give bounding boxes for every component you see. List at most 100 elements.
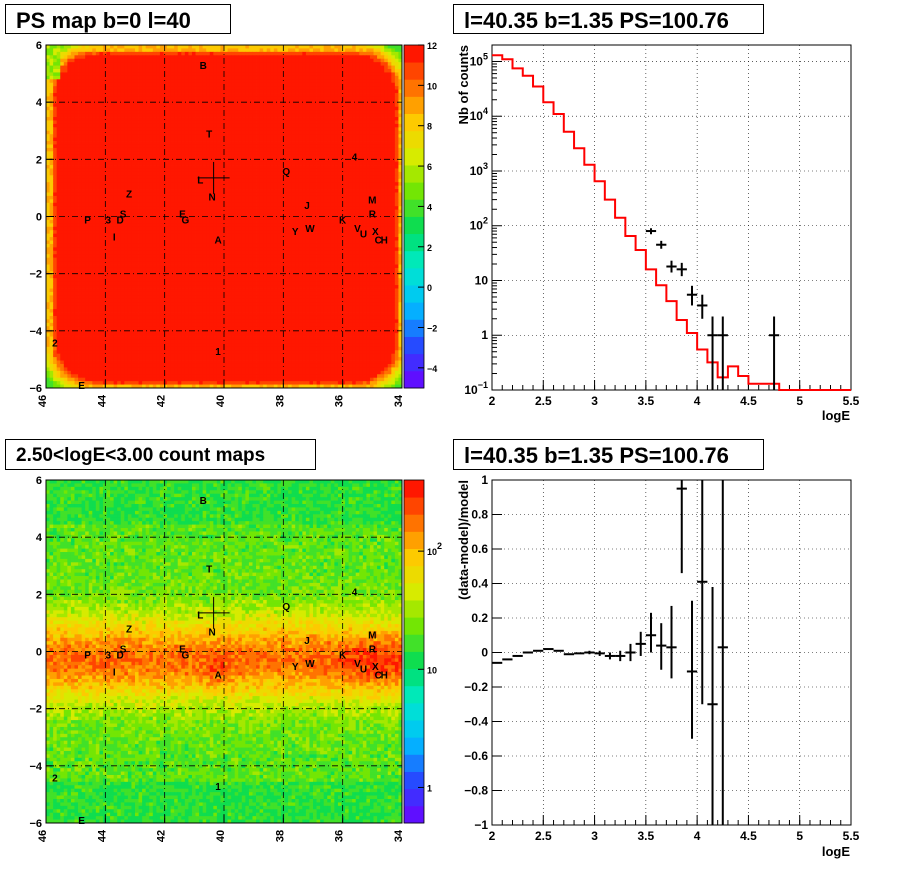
x-tick-label: 3 — [591, 829, 598, 843]
colorbar-band — [404, 302, 424, 320]
colorbar-band — [404, 113, 424, 132]
x-tick-label: 4 — [694, 394, 701, 408]
residual-xlabel: logE — [822, 844, 850, 859]
spectrum-ylabel: Nb of counts — [456, 45, 471, 124]
source-label: 3 — [106, 650, 112, 661]
colorbar-band — [404, 285, 424, 303]
colorbar-band — [404, 702, 424, 721]
source-label: H — [381, 670, 388, 681]
y-tick-label: −2 — [29, 269, 42, 281]
colorbar-band — [404, 617, 424, 635]
colorbar-tick-label: 2 — [427, 243, 432, 253]
colorbar-tick-label: 8 — [427, 122, 432, 132]
x-tick-label: 2 — [489, 394, 496, 408]
colorbar-tick-label: 6 — [427, 162, 432, 172]
y-tick-label: 0 — [481, 646, 488, 660]
source-label: R — [369, 210, 377, 221]
x-tick-label: 42 — [156, 830, 168, 842]
colorbar-band — [404, 497, 424, 515]
x-tick-label: 2.5 — [535, 394, 552, 408]
source-label: H — [381, 235, 388, 246]
source-label: P — [84, 215, 91, 226]
source-label: 2 — [52, 338, 58, 349]
x-tick-label: 38 — [274, 830, 286, 842]
x-tick-label: 40 — [215, 830, 227, 842]
colorbar-band — [404, 565, 424, 584]
source-label: Y — [292, 662, 299, 673]
y-tick-label: 0 — [36, 647, 42, 659]
x-tick-label: 5 — [796, 394, 803, 408]
x-tick-label: 5.5 — [843, 829, 860, 843]
source-label: I — [113, 668, 116, 679]
y-tick-label: −2 — [29, 704, 42, 716]
source-label: S — [120, 210, 127, 221]
y-tick-label: 4 — [36, 97, 43, 109]
colorbar-band — [404, 788, 424, 807]
colorbar-band — [404, 805, 424, 824]
y-tick-label: 4 — [36, 532, 43, 544]
x-tick-label: 36 — [334, 830, 346, 842]
colorbar-band — [404, 668, 424, 687]
source-label: L — [197, 610, 203, 621]
colorbar-band — [404, 45, 424, 63]
source-label: E — [78, 381, 85, 392]
source-label: 2 — [52, 773, 58, 784]
colorbar-tick-label: 12 — [427, 41, 437, 51]
ps-map-colorbar — [403, 44, 425, 389]
y-tick-label: 0.4 — [471, 577, 488, 591]
source-label: X — [372, 662, 379, 673]
y-tick-label: −0.8 — [464, 784, 488, 798]
colorbar-band — [404, 165, 424, 183]
source-label: U — [360, 230, 367, 241]
source-label: G — [182, 650, 190, 661]
y-tick-label: 10 — [475, 273, 489, 287]
colorbar-band — [404, 233, 424, 252]
colorbar-band — [404, 199, 424, 217]
source-label: A — [214, 670, 221, 681]
colorbar-tick-label: 1 — [427, 783, 432, 793]
source-label: E — [179, 645, 186, 656]
colorbar-band — [404, 62, 424, 80]
colorbar-tick-label: 0 — [427, 283, 432, 293]
x-tick-label: 42 — [156, 395, 168, 407]
y-tick-label: −0.2 — [464, 680, 488, 694]
source-label: M — [368, 630, 376, 641]
source-label: Z — [126, 625, 132, 636]
x-tick-label: 4.5 — [740, 829, 757, 843]
colorbar-band — [404, 353, 424, 372]
count-map-title: 2.50<logE<3.00 count maps — [5, 439, 316, 470]
source-label: 4 — [352, 152, 358, 163]
x-tick-label: 5.5 — [843, 394, 860, 408]
y-tick-label: 0.6 — [471, 542, 488, 556]
x-tick-label: 4.5 — [740, 394, 757, 408]
count-map-cells — [46, 480, 403, 824]
y-tick-label: 2 — [36, 154, 42, 166]
spectrum-frame — [491, 44, 852, 391]
colorbar-tick-label: 10 — [427, 81, 437, 91]
source-label: R — [369, 645, 377, 656]
y-tick-label: 10−1 — [464, 380, 488, 397]
source-label: M — [368, 195, 376, 206]
source-label: 4 — [352, 587, 358, 598]
y-tick-label: 105 — [470, 51, 488, 68]
y-tick-label: 2 — [36, 589, 42, 601]
residual-panel: 2 2.5 3 3.5 4 4.5 5 5.5 −1 −0.8 −0.6 −0.4 −0.2 0 0.2 0.… — [456, 473, 860, 859]
x-tick-label: 40 — [215, 395, 227, 407]
y-tick-label: 0.8 — [471, 508, 488, 522]
y-tick-label: −6 — [29, 383, 42, 395]
source-label: P — [84, 650, 91, 661]
source-label: D — [117, 650, 124, 661]
colorbar-band — [404, 267, 424, 286]
colorbar-band — [404, 216, 424, 235]
spectrum-title: l=40.35 b=1.35 PS=100.76 — [453, 4, 764, 34]
colorbar-band — [404, 582, 424, 601]
y-tick-label: −1 — [474, 818, 488, 832]
y-tick-label: 6 — [36, 475, 42, 487]
source-label: Q — [282, 602, 290, 613]
y-tick-label: 103 — [470, 161, 488, 178]
source-label: K — [339, 650, 347, 661]
source-label: T — [206, 130, 212, 141]
source-label: A — [214, 235, 221, 246]
